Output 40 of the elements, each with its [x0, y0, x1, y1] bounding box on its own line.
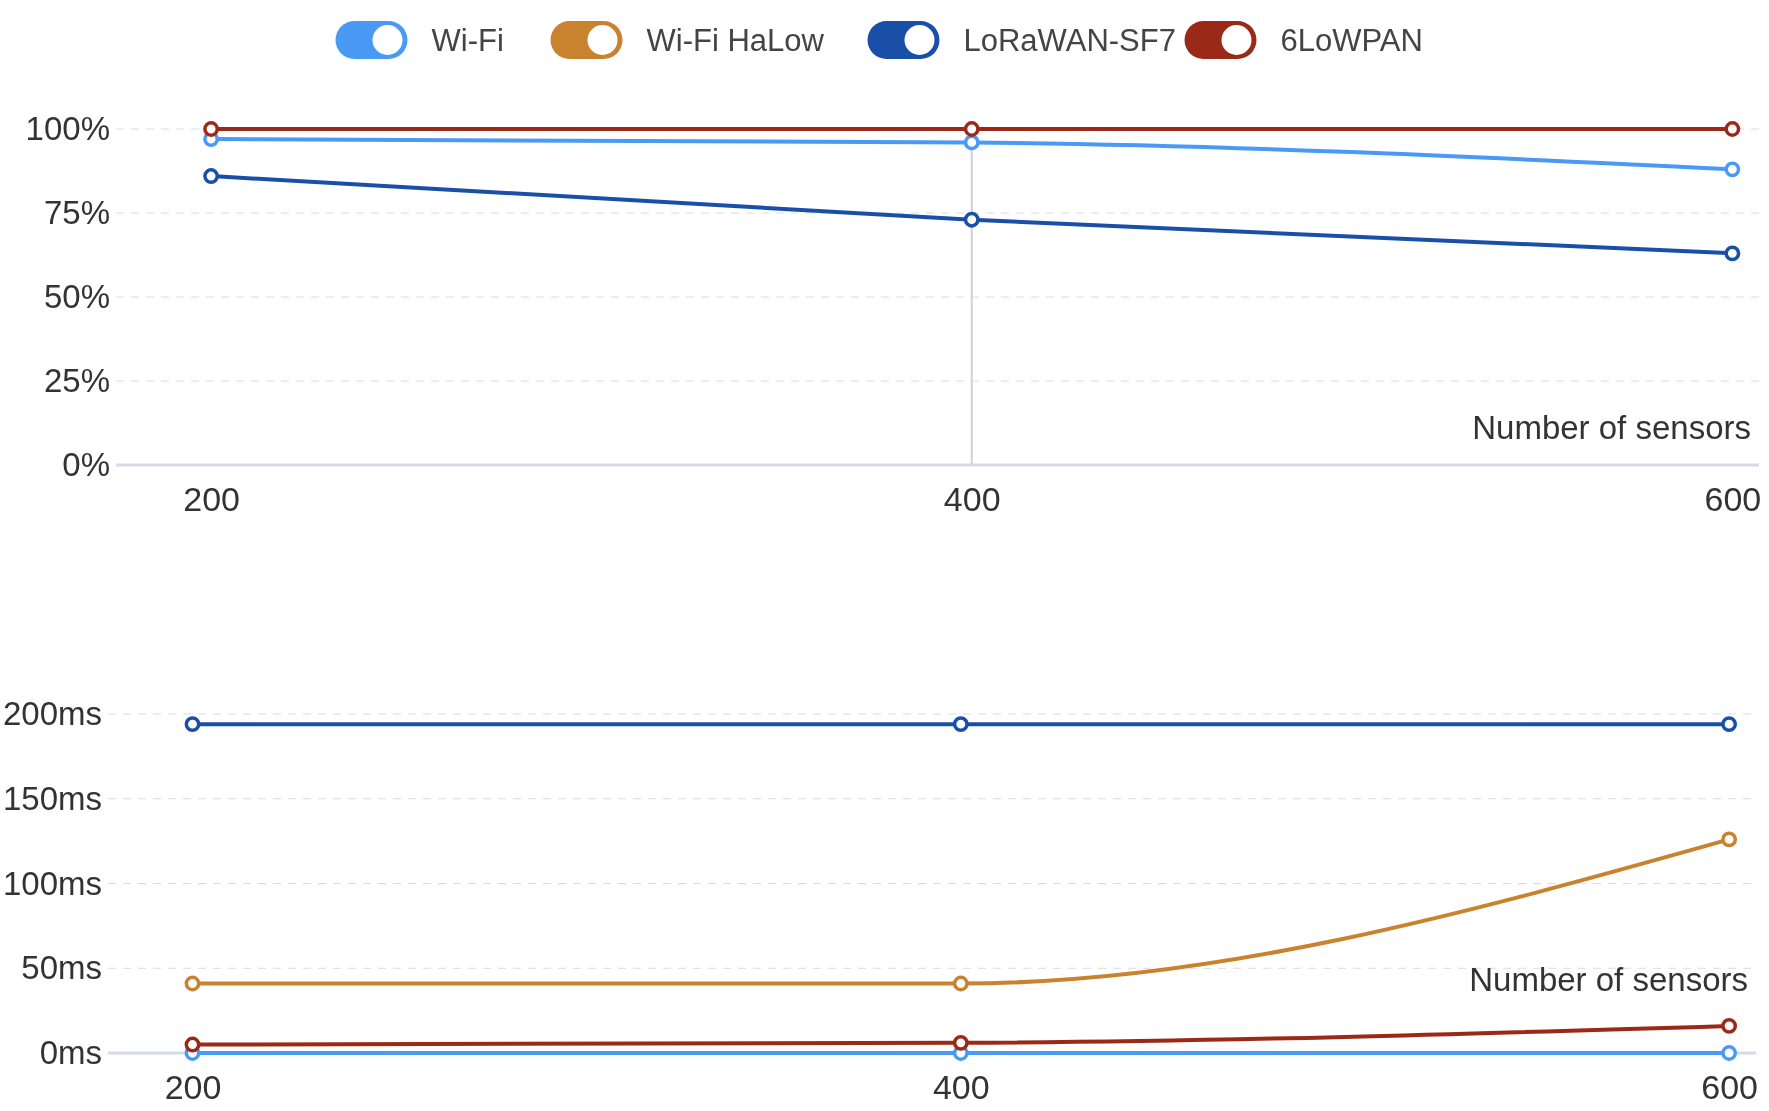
legend-label: Wi-Fi: [431, 23, 504, 58]
point: [963, 211, 980, 228]
y-tick-label: 75%: [43, 194, 110, 232]
point: [1721, 831, 1738, 848]
point: [952, 716, 969, 733]
point: [952, 975, 969, 992]
y-tick-label: 150ms: [2, 779, 102, 817]
legend-label: LoRaWAN-SF7: [963, 23, 1176, 58]
y-tick-label: 0ms: [39, 1034, 102, 1072]
y-tick-label: 0%: [62, 446, 110, 484]
legend-label: 6LoWPAN: [1280, 23, 1423, 58]
y-tick-label: 100%: [25, 110, 110, 148]
point: [1721, 1017, 1738, 1034]
x-tick-label: 400: [932, 1068, 990, 1107]
x-axis-title: Number of sensors: [1472, 409, 1751, 446]
x-tick-label: 600: [1704, 480, 1762, 519]
point: [184, 975, 201, 992]
point: [1724, 161, 1741, 178]
point: [1721, 716, 1738, 733]
y-tick-label: 50ms: [21, 949, 102, 987]
point: [184, 1036, 201, 1053]
x-axis-title: Number of sensors: [1469, 961, 1748, 998]
point: [1724, 121, 1741, 137]
x-tick-label: 200: [183, 480, 240, 519]
x-tick-label: 200: [164, 1068, 222, 1107]
y-tick-label: 200ms: [2, 695, 102, 733]
x-tick-label: 600: [1701, 1068, 1758, 1107]
point: [203, 121, 220, 137]
point: [963, 134, 980, 151]
point: [963, 121, 980, 137]
point: [184, 716, 201, 733]
y-tick-label: 25%: [43, 362, 110, 400]
point: [1724, 245, 1741, 262]
point: [952, 1034, 969, 1051]
y-tick-label: 100ms: [2, 864, 102, 902]
y-tick-label: 50%: [43, 278, 110, 316]
legend-label: Wi-Fi HaLow: [646, 23, 825, 58]
point: [203, 168, 220, 184]
x-tick-label: 400: [943, 480, 1001, 519]
point: [1721, 1045, 1738, 1061]
